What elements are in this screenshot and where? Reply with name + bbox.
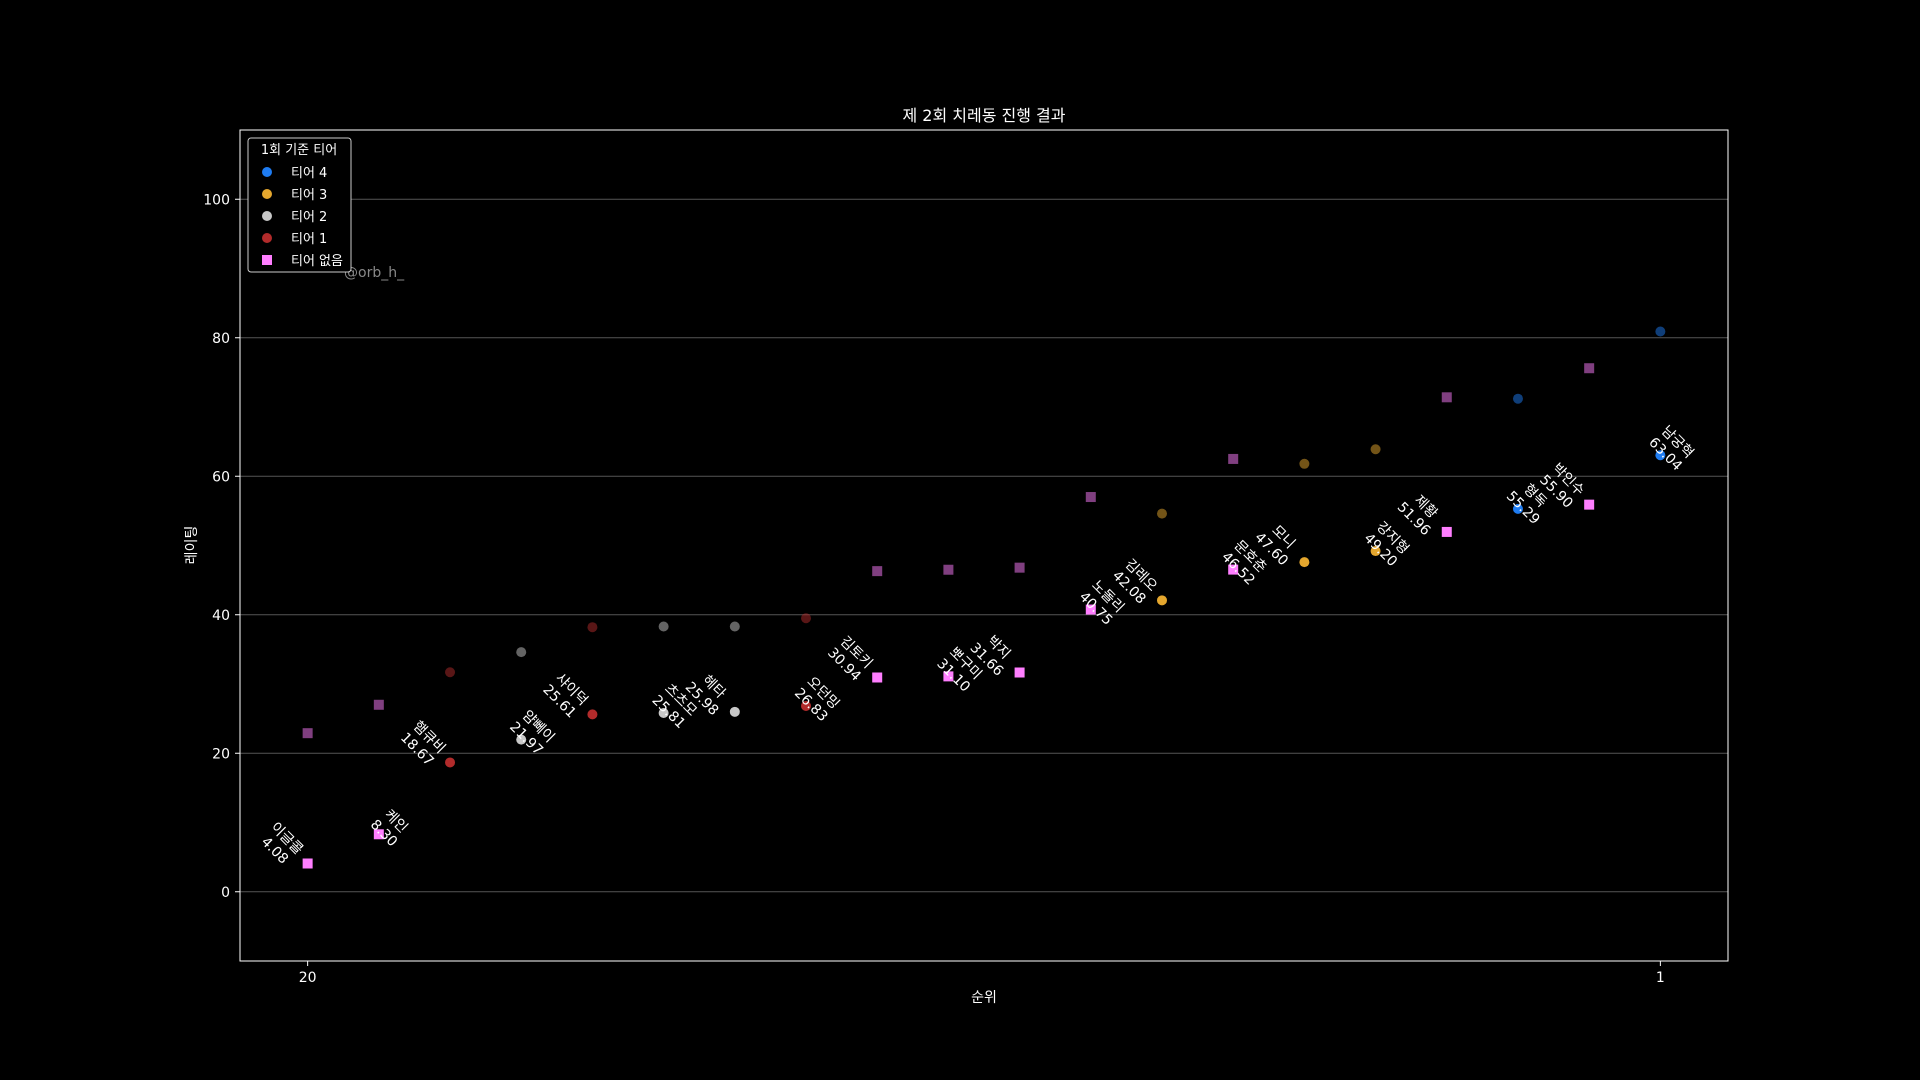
prev-rating-point xyxy=(445,667,456,678)
y-axis-label: 레이팅 xyxy=(184,526,200,565)
legend-marker xyxy=(262,211,272,221)
rating-point xyxy=(587,709,598,720)
x-axis-label: 순위 xyxy=(971,990,997,1006)
rating-point xyxy=(445,757,456,768)
rating-point xyxy=(1299,557,1310,568)
rating-point xyxy=(1584,499,1595,510)
prev-rating-point xyxy=(516,647,527,658)
legend-box xyxy=(247,137,352,273)
rating-point xyxy=(1655,450,1666,461)
rating-point xyxy=(801,700,812,711)
legend: 1회 기준 티어 티어 4 티어 3 티어 2 티어 1 티어 없음 xyxy=(247,137,352,273)
chart-title: 제 2회 치레동 진행 결과 xyxy=(902,106,1065,125)
legend-title: 1회 기준 티어 xyxy=(261,143,337,158)
rating-point xyxy=(658,708,669,719)
y-tick-label: 20 xyxy=(212,746,230,762)
rating-point xyxy=(1085,604,1096,615)
legend-marker xyxy=(262,233,272,243)
prev-rating-point xyxy=(302,728,313,739)
y-tick-label: 80 xyxy=(212,331,230,347)
x-tick-label: 20 xyxy=(299,970,317,986)
legend-marker xyxy=(262,255,272,265)
plot-frame xyxy=(239,129,1729,962)
prev-rating-point xyxy=(1441,392,1452,403)
prev-rating-point xyxy=(1299,458,1310,469)
rating-point xyxy=(1370,546,1381,557)
prev-rating-point xyxy=(373,699,384,710)
rating-point xyxy=(373,829,384,840)
gridlines xyxy=(240,198,1728,893)
y-tick-label: 0 xyxy=(221,885,230,901)
prev-rating-point xyxy=(1584,363,1595,374)
rating-point xyxy=(516,734,527,745)
plot-background xyxy=(240,130,1728,961)
prev-rating-point xyxy=(943,564,954,575)
rating-point xyxy=(943,671,954,682)
rating-point xyxy=(1441,526,1452,537)
y-tick-label: 40 xyxy=(212,608,230,624)
prev-rating-point xyxy=(658,621,669,632)
prev-rating-point xyxy=(1512,393,1523,404)
prev-rating-point xyxy=(872,566,883,577)
rating-point xyxy=(1228,564,1239,575)
legend-marker xyxy=(262,189,272,199)
y-tick-label: 60 xyxy=(212,469,230,485)
rating-point xyxy=(302,858,313,869)
legend-entry-label: 티어 3 xyxy=(291,188,327,203)
y-tick-label: 100 xyxy=(203,192,230,208)
prev-rating-point xyxy=(1370,444,1381,455)
legend-entry-label: 티어 4 xyxy=(291,166,327,181)
rating-point xyxy=(729,706,740,717)
prev-rating-point xyxy=(1655,326,1666,337)
prev-rating-point xyxy=(1156,508,1167,519)
rating-point xyxy=(1014,667,1025,678)
legend-entries: 티어 4 티어 3 티어 2 티어 1 티어 없음 xyxy=(262,166,343,269)
prev-rating-point xyxy=(1014,562,1025,573)
prev-rating-point xyxy=(1228,453,1239,464)
prev-rating-point xyxy=(587,622,598,633)
legend-entry-label: 티어 1 xyxy=(291,232,327,247)
prev-rating-point xyxy=(1085,492,1096,503)
watermark: @orb_h_ xyxy=(344,265,405,281)
rating-point xyxy=(872,672,883,683)
rating-point xyxy=(1156,595,1167,606)
legend-entry-label: 티어 없음 xyxy=(291,254,343,269)
legend-entry-label: 티어 2 xyxy=(291,210,327,225)
prev-rating-point xyxy=(801,613,812,624)
x-tick-label: 1 xyxy=(1656,970,1665,986)
prev-rating-point xyxy=(729,621,740,632)
axis-ticks: 0 20 40 60 80 100 20 1 xyxy=(203,192,1665,986)
legend-marker xyxy=(262,167,272,177)
rating-point xyxy=(1512,503,1523,514)
